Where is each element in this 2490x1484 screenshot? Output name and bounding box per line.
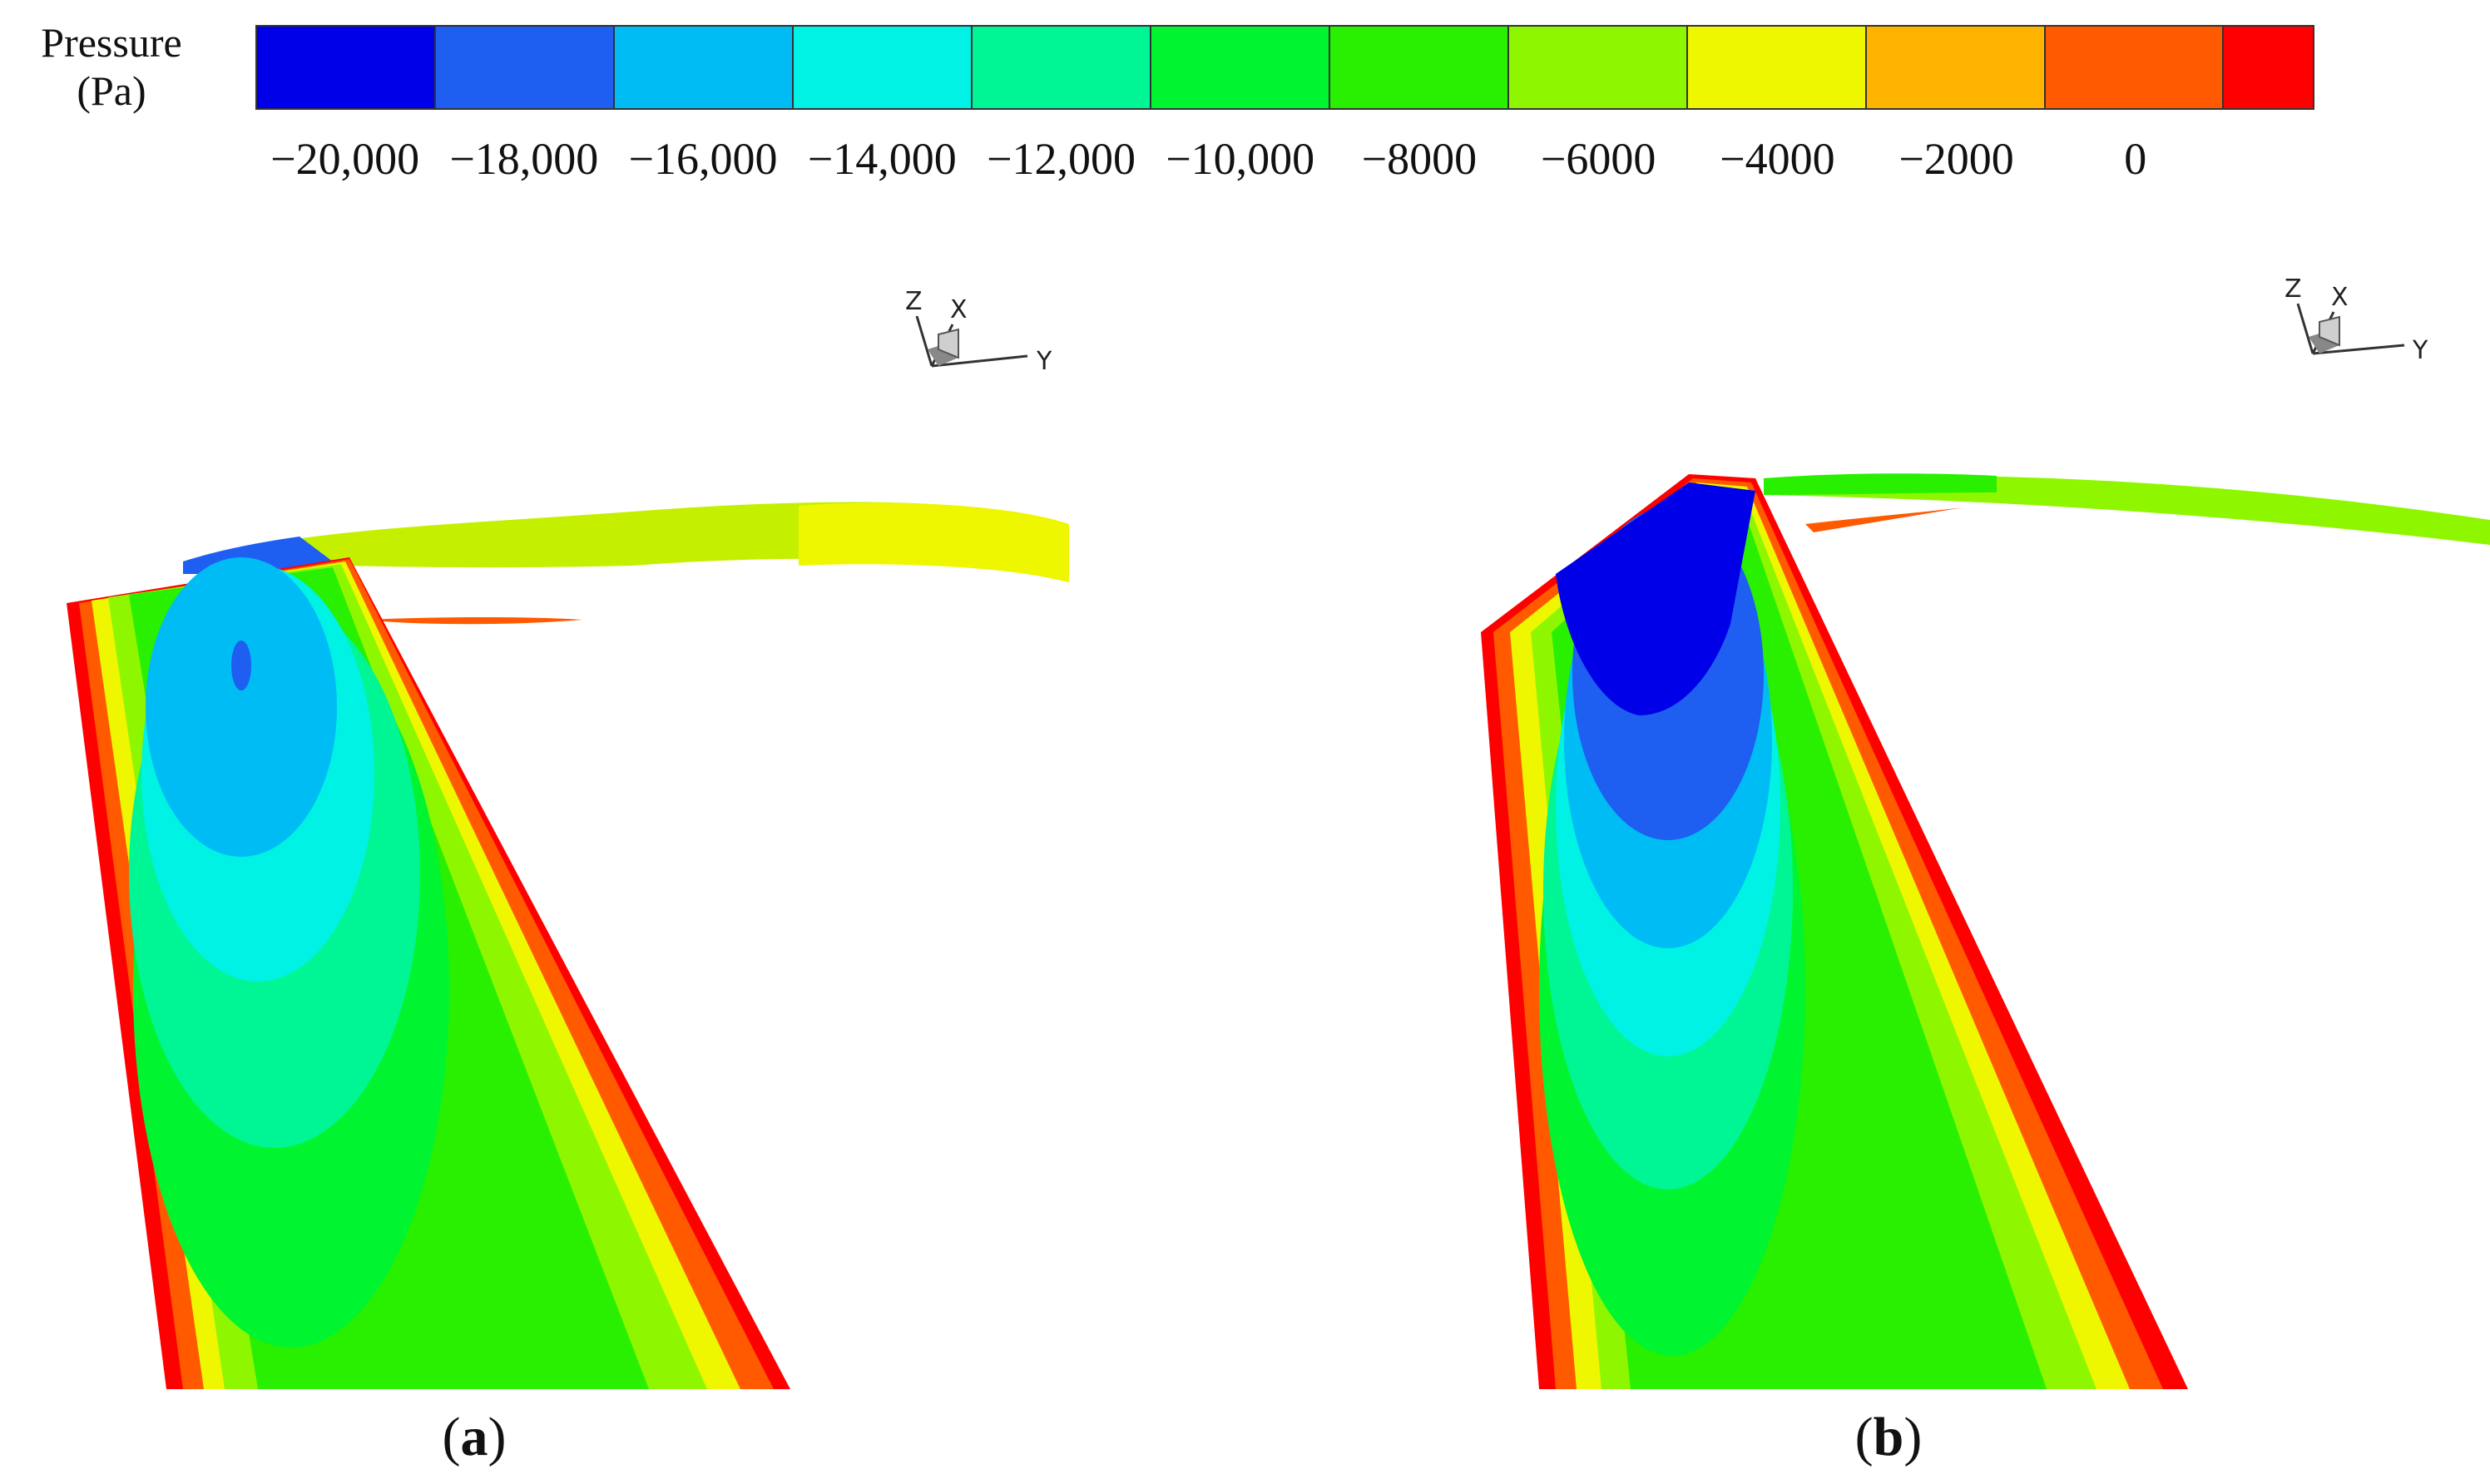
colorbar-tick-label: −12,000 [986, 134, 1136, 184]
caption-a: (a) [442, 1407, 507, 1467]
axes-triad-a: Z X Y [905, 287, 1052, 376]
colorbar-tick-label: −18,000 [449, 134, 599, 184]
caption-b: (b) [1854, 1407, 1923, 1467]
legend-title-pressure: Pressure [41, 19, 182, 66]
axis-x-label-a: X [950, 295, 968, 324]
colorbar-segment-2 [614, 27, 794, 108]
colorbar-ticks: −20,000 −18,000 −16,000 −14,000 −12,000 −10,0… [0, 133, 2490, 191]
colorbar-segment-10 [2045, 27, 2225, 108]
colorbar-tick-label: −6000 [1540, 134, 1656, 184]
colorbar-segment-4 [972, 27, 1151, 108]
axis-z-label-b: Z [2285, 275, 2302, 304]
colorbar-segment-7 [1508, 27, 1688, 108]
axis-y-label-a: Y [1036, 347, 1052, 376]
colorbar-tick-label: −8000 [1361, 134, 1478, 184]
colorbar-tick-label: 0 [2124, 134, 2147, 184]
colorbar-segment-11 [2224, 27, 2313, 108]
colorbar-segment-9 [1866, 27, 2046, 108]
axes-triad-b: Z X Y [2285, 275, 2428, 365]
axis-y-label-b: Y [2412, 336, 2428, 365]
caption-a-label: a [460, 1407, 488, 1467]
wing-contour-b: Z X Y [1481, 275, 2490, 1389]
colorbar-segment-5 [1151, 27, 1330, 108]
colorbar-segment-8 [1687, 27, 1867, 108]
colorbar-tick-label: −2000 [1898, 134, 2014, 184]
colorbar-tick-label: −4000 [1720, 134, 1835, 184]
axis-z-label-a: Z [905, 287, 923, 316]
colorbar [255, 25, 2314, 110]
legend-title: Pressure (Pa) [12, 18, 211, 115]
colorbar-tick-label: −14,000 [807, 134, 957, 184]
colorbar-tick-label: −20,000 [270, 134, 420, 184]
colorbar-segment-0 [257, 27, 436, 108]
colorbar-segment-6 [1329, 27, 1509, 108]
caption-b-label: b [1873, 1407, 1904, 1467]
panel-a: Z X Y [50, 241, 1265, 1422]
panel-b: Z X Y [1464, 241, 2490, 1422]
wing-contour-a: Z X Y [67, 287, 1069, 1389]
legend-title-unit: (Pa) [77, 67, 146, 114]
colorbar-tick-label: −10,000 [1166, 134, 1315, 184]
colorbar-tick-label: −16,000 [628, 134, 778, 184]
colorbar-segment-1 [435, 27, 615, 108]
axis-x-label-b: X [2331, 283, 2349, 312]
colorbar-segment-3 [793, 27, 973, 108]
